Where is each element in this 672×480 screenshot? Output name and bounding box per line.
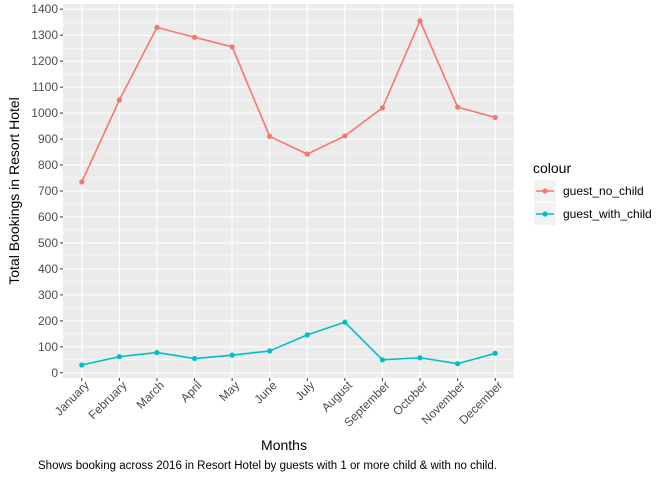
data-point-guest_no_child <box>191 34 198 40</box>
series-line-guest_with_child <box>81 321 496 366</box>
minor-gridlines <box>63 21 514 361</box>
legend-label-guest_with_child: guest_with_child <box>563 207 652 221</box>
y-tick-label: 600 <box>38 210 58 224</box>
x-tick-label: August <box>319 378 356 415</box>
data-point-guest_no_child <box>492 114 498 121</box>
data-point-guest_with_child <box>455 361 461 367</box>
data-point-guest_with_child <box>492 350 498 356</box>
legend: colour guest_no_child guest_with_child <box>533 160 652 225</box>
legend-key-point <box>542 188 548 194</box>
data-point-guest_no_child <box>267 133 273 140</box>
x-tick-label: February <box>86 378 130 422</box>
y-tick-label: 1100 <box>32 80 58 94</box>
series-line-guest_no_child <box>81 18 496 183</box>
x-tick-label: June <box>252 378 281 407</box>
data-point-guest_with_child <box>191 355 198 362</box>
data-point-guest_no_child <box>304 151 310 157</box>
legend-title: colour <box>533 160 571 176</box>
y-tick-label: 1400 <box>31 2 58 16</box>
data-point-guest_with_child <box>116 354 122 360</box>
y-tick-label: 500 <box>38 236 58 250</box>
data-point-guest_no_child <box>417 18 423 24</box>
y-tick-label: 100 <box>38 340 58 354</box>
data-point-guest_with_child <box>379 357 386 363</box>
y-tick-label: 0 <box>51 366 58 380</box>
y-tick-label: 1200 <box>31 54 58 68</box>
x-tick-label: July <box>292 378 317 403</box>
data-point-guest_no_child <box>455 104 461 110</box>
y-tick-label: 1000 <box>31 106 58 120</box>
data-point-guest_with_child <box>267 348 273 354</box>
y-tick-label: 700 <box>38 184 58 198</box>
y-axis-ticks: 0 100 200 300 400 500 600 700 800 900 1000 1100 1200… <box>31 2 63 380</box>
data-point-guest_no_child <box>342 133 348 139</box>
y-tick-label: 200 <box>38 314 58 328</box>
legend-label-guest_no_child: guest_no_child <box>563 184 644 198</box>
data-point-guest_no_child <box>229 44 235 50</box>
y-tick-label: 400 <box>38 262 58 276</box>
x-axis-title: Months <box>261 437 307 453</box>
data-point-guest_no_child <box>379 105 386 111</box>
y-axis-title: Total Bookings in Resort Hotel <box>6 97 22 285</box>
data-point-guest_with_child <box>79 362 85 368</box>
x-tick-label: March <box>134 378 167 411</box>
chart-caption: Shows booking across 2016 in Resort Hote… <box>38 460 497 472</box>
legend-key-point <box>542 211 548 217</box>
data-point-guest_with_child <box>304 332 310 338</box>
y-tick-label: 900 <box>38 132 58 146</box>
data-point-guest_with_child <box>417 355 423 361</box>
y-tick-label: 300 <box>38 288 58 302</box>
x-tick-label: April <box>178 378 205 405</box>
y-tick-label: 1300 <box>31 28 58 42</box>
data-point-guest_with_child <box>342 319 348 325</box>
data-point-guest_with_child <box>154 349 160 356</box>
y-tick-label: 800 <box>38 158 58 172</box>
major-gridlines <box>63 4 514 378</box>
series-layer <box>79 18 498 368</box>
data-point-guest_with_child <box>229 352 235 358</box>
x-tick-label: May <box>216 378 242 404</box>
data-point-guest_no_child <box>116 97 122 103</box>
data-point-guest_no_child <box>154 24 160 30</box>
data-point-guest_no_child <box>79 179 85 185</box>
